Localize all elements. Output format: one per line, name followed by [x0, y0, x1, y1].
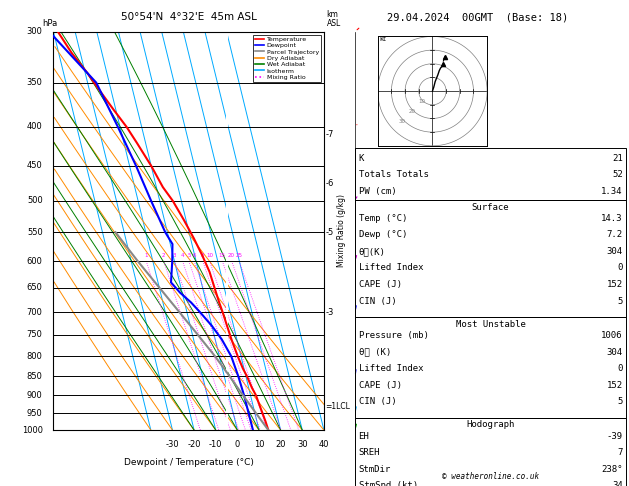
Text: StmSpd (kt): StmSpd (kt): [359, 481, 418, 486]
Text: -20: -20: [187, 440, 201, 449]
Text: -5: -5: [325, 228, 333, 237]
Text: K: K: [359, 154, 364, 163]
Text: 29.04.2024  00GMT  (Base: 18): 29.04.2024 00GMT (Base: 18): [387, 12, 569, 22]
Text: -30: -30: [165, 440, 179, 449]
Text: Pressure (mb): Pressure (mb): [359, 331, 428, 340]
Text: 950: 950: [27, 409, 43, 417]
Text: 400: 400: [27, 122, 43, 131]
Text: 1.34: 1.34: [601, 187, 623, 196]
Text: 1006: 1006: [601, 331, 623, 340]
Text: EH: EH: [359, 432, 369, 441]
Text: -3: -3: [325, 308, 333, 316]
Text: Lifted Index: Lifted Index: [359, 263, 423, 273]
Text: 15: 15: [219, 253, 226, 258]
Text: Lifted Index: Lifted Index: [359, 364, 423, 373]
Text: Mixing Ratio (g/kg): Mixing Ratio (g/kg): [337, 194, 346, 267]
Text: 8: 8: [201, 253, 204, 258]
Text: 6: 6: [192, 253, 196, 258]
Text: 52: 52: [612, 170, 623, 179]
Text: 304: 304: [606, 247, 623, 256]
Text: 10: 10: [253, 440, 264, 449]
Text: CAPE (J): CAPE (J): [359, 280, 401, 289]
Text: 600: 600: [27, 257, 43, 265]
Text: 25: 25: [236, 253, 243, 258]
Text: Temp (°C): Temp (°C): [359, 214, 407, 223]
Text: CIN (J): CIN (J): [359, 397, 396, 406]
Text: 750: 750: [27, 330, 43, 339]
Text: -6: -6: [325, 179, 333, 188]
Text: 21: 21: [612, 154, 623, 163]
Text: 850: 850: [27, 372, 43, 381]
Text: Hodograph: Hodograph: [467, 420, 515, 430]
Text: 0: 0: [235, 440, 240, 449]
Text: 34: 34: [612, 481, 623, 486]
Text: 500: 500: [27, 196, 43, 205]
Text: -10: -10: [209, 440, 223, 449]
Text: Surface: Surface: [472, 203, 509, 212]
Text: PW (cm): PW (cm): [359, 187, 396, 196]
Text: 238°: 238°: [601, 465, 623, 474]
Text: 0: 0: [617, 263, 623, 273]
Text: 20: 20: [409, 109, 416, 114]
Text: 40: 40: [319, 440, 329, 449]
Text: km
ASL: km ASL: [326, 10, 341, 28]
Text: 20: 20: [276, 440, 286, 449]
Text: -39: -39: [606, 432, 623, 441]
Text: 650: 650: [27, 283, 43, 292]
Text: 900: 900: [27, 391, 43, 400]
Text: 4: 4: [181, 253, 184, 258]
Text: 10: 10: [206, 253, 213, 258]
Text: 152: 152: [606, 381, 623, 390]
Text: Dewp (°C): Dewp (°C): [359, 230, 407, 240]
Text: =1LCL: =1LCL: [325, 401, 350, 411]
Text: θᴇ (K): θᴇ (K): [359, 347, 391, 357]
Text: 0: 0: [617, 364, 623, 373]
Text: 30: 30: [297, 440, 308, 449]
Text: 304: 304: [606, 347, 623, 357]
Text: 152: 152: [606, 280, 623, 289]
Text: 5: 5: [187, 253, 191, 258]
Text: 350: 350: [27, 78, 43, 87]
Text: 30: 30: [399, 119, 406, 124]
Text: 50°54'N  4°32'E  45m ASL: 50°54'N 4°32'E 45m ASL: [121, 12, 257, 21]
Legend: Temperature, Dewpoint, Parcel Trajectory, Dry Adiabat, Wet Adiabat, Isotherm, Mi: Temperature, Dewpoint, Parcel Trajectory…: [253, 35, 321, 82]
Text: 3: 3: [173, 253, 176, 258]
Text: 14.3: 14.3: [601, 214, 623, 223]
Text: 7.2: 7.2: [606, 230, 623, 240]
Text: Dewpoint / Temperature (°C): Dewpoint / Temperature (°C): [124, 458, 253, 467]
Text: Totals Totals: Totals Totals: [359, 170, 428, 179]
Text: θᴇ(K): θᴇ(K): [359, 247, 386, 256]
Text: 5: 5: [617, 296, 623, 306]
Text: 800: 800: [27, 352, 43, 361]
Text: 20: 20: [228, 253, 235, 258]
Text: CAPE (J): CAPE (J): [359, 381, 401, 390]
Text: 1: 1: [145, 253, 148, 258]
Text: 5: 5: [617, 397, 623, 406]
Text: hPa: hPa: [43, 18, 58, 28]
Text: 7: 7: [617, 448, 623, 457]
Text: Most Unstable: Most Unstable: [455, 320, 526, 329]
Text: 1000: 1000: [21, 426, 43, 434]
Text: 550: 550: [27, 228, 43, 237]
Text: 10: 10: [419, 99, 426, 104]
Text: SREH: SREH: [359, 448, 380, 457]
Text: © weatheronline.co.uk: © weatheronline.co.uk: [442, 472, 539, 481]
Text: 2: 2: [162, 253, 165, 258]
Text: kt: kt: [379, 35, 386, 41]
Text: 300: 300: [27, 27, 43, 36]
Text: 700: 700: [27, 308, 43, 316]
Text: StmDir: StmDir: [359, 465, 391, 474]
Text: 450: 450: [27, 161, 43, 170]
Text: -7: -7: [325, 130, 333, 139]
Text: CIN (J): CIN (J): [359, 296, 396, 306]
